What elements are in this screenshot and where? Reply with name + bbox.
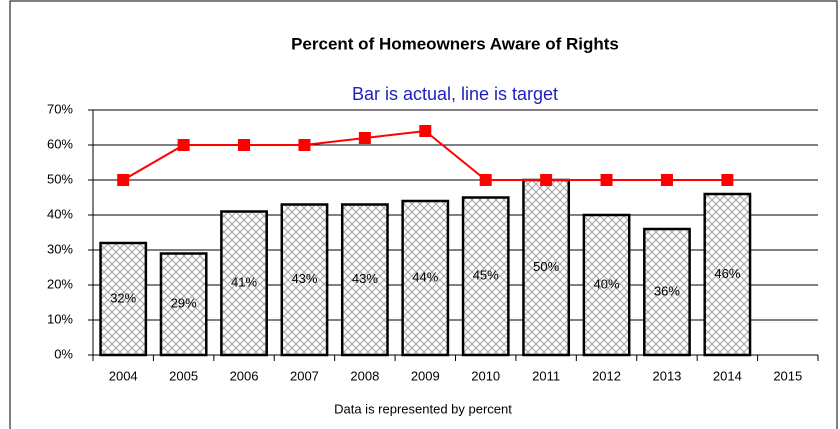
line-marker — [177, 139, 190, 151]
x-tick-label: 2011 — [532, 368, 560, 383]
x-tick-label: 2005 — [169, 368, 198, 383]
x-tick-label: 2010 — [471, 368, 500, 383]
bar — [99, 241, 148, 357]
data-label: 45% — [473, 268, 499, 283]
target-line — [122, 129, 728, 181]
bar — [401, 199, 450, 357]
line-marker — [660, 174, 673, 186]
data-label: 41% — [231, 275, 257, 290]
chart-title: Percent of Homeowners Aware of Rights — [291, 34, 619, 53]
x-tick-label: 2014 — [713, 368, 742, 383]
bar — [522, 178, 571, 357]
bar — [220, 210, 268, 357]
chart-subtitle: Bar is actual, line is target — [352, 84, 558, 104]
bar — [461, 196, 510, 357]
x-tick-label: 2009 — [411, 368, 440, 383]
y-tick-label: 40% — [47, 206, 73, 221]
data-label: 50% — [533, 259, 559, 274]
data-label: 32% — [110, 290, 136, 305]
bar — [159, 252, 208, 357]
y-tick-label: 50% — [47, 171, 73, 186]
x-tick-label: 2012 — [592, 368, 621, 383]
line-marker — [721, 174, 734, 186]
x-tick-label: 2013 — [652, 368, 681, 383]
x-tick-label: 2007 — [290, 368, 319, 383]
x-axis-label: Data is represented by percent — [334, 401, 512, 416]
data-label: 43% — [352, 271, 378, 286]
y-tick-label: 70% — [47, 101, 73, 116]
line-marker — [419, 125, 432, 137]
line-marker — [298, 139, 311, 151]
y-tick-label: 60% — [47, 136, 73, 151]
y-tick-label: 30% — [47, 241, 73, 256]
y-tick-label: 0% — [54, 346, 73, 361]
bar — [340, 203, 389, 357]
x-tick-label: 2006 — [230, 368, 259, 383]
data-label: 46% — [714, 266, 740, 281]
bar — [643, 227, 691, 357]
y-tick-label: 20% — [47, 276, 73, 291]
data-label: 44% — [412, 269, 438, 284]
data-label: 43% — [291, 271, 317, 286]
y-tick-label: 10% — [47, 311, 73, 326]
line-marker — [479, 174, 492, 186]
line-marker — [540, 174, 553, 186]
bar — [280, 203, 329, 357]
bar — [703, 192, 752, 357]
x-tick-label: 2008 — [350, 368, 379, 383]
chart-frame — [9, 0, 838, 429]
x-tick-label: 2004 — [109, 368, 138, 383]
line-marker — [600, 174, 613, 186]
bar — [582, 213, 631, 357]
data-label: 40% — [594, 276, 620, 291]
data-label: 36% — [654, 283, 680, 298]
data-label: 29% — [171, 296, 197, 311]
x-tick-label: 2015 — [773, 368, 802, 383]
line-marker — [117, 174, 130, 186]
line-marker — [238, 139, 251, 151]
line-marker — [358, 132, 371, 144]
